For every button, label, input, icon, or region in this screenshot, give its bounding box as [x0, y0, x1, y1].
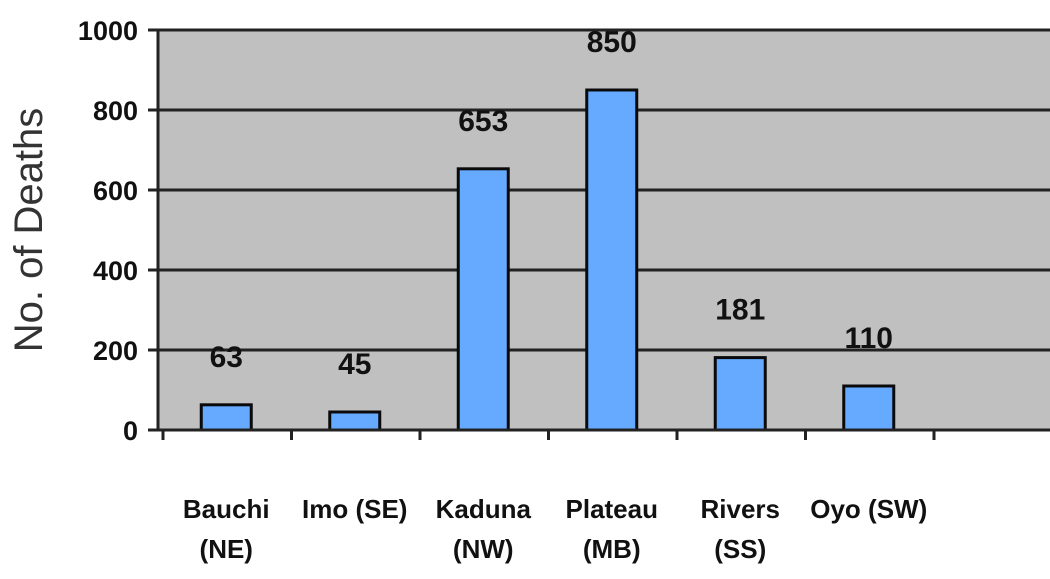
x-tick-label: Imo (SE)	[302, 494, 407, 524]
x-tick-label: Oyo (SW)	[810, 494, 927, 524]
bar	[713, 356, 767, 432]
bar	[456, 167, 510, 432]
x-tick-label: Rivers	[701, 494, 781, 524]
x-tick-label: (NW)	[453, 534, 514, 564]
y-tick-label: 400	[93, 256, 138, 286]
data-label: 850	[587, 26, 637, 59]
x-tick-label: Plateau	[566, 494, 659, 524]
bar	[842, 384, 896, 432]
data-label: 653	[458, 105, 508, 138]
axes	[148, 28, 1050, 440]
bars	[199, 88, 896, 432]
x-tick-label: (SS)	[714, 534, 766, 564]
y-tick-label: 1000	[78, 16, 138, 46]
bar	[328, 410, 382, 432]
x-tick-label: Kaduna	[436, 494, 532, 524]
x-tick-label: (MB)	[583, 534, 641, 564]
x-tick-label: Bauchi	[183, 494, 270, 524]
x-tick-label: (NE)	[200, 534, 253, 564]
y-tick-label: 800	[93, 96, 138, 126]
y-axis-title: No. of Deaths	[7, 108, 51, 353]
data-label: 181	[715, 294, 765, 327]
bar	[199, 403, 253, 432]
bar	[585, 88, 639, 432]
data-label: 45	[338, 348, 371, 381]
labels: 0 200 400 600 800 1000 63 Bauchi (NE) 45 Imo (SE) 6…	[78, 16, 927, 564]
y-tick-label: 200	[93, 336, 138, 366]
data-label: 63	[210, 341, 243, 374]
data-label: 110	[845, 322, 893, 355]
y-tick-label: 600	[93, 176, 138, 206]
y-tick-label: 0	[123, 416, 138, 446]
